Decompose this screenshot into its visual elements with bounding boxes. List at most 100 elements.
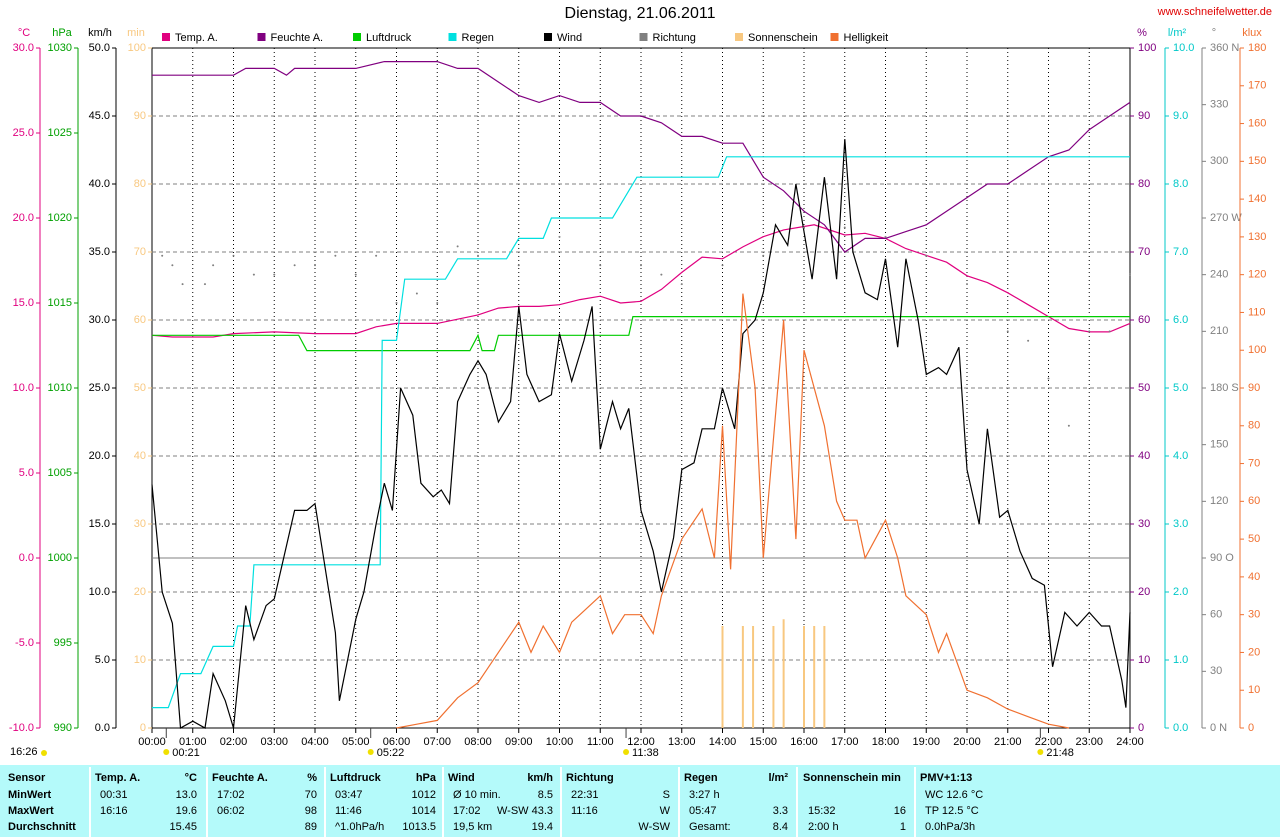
y-tick-label: 100 <box>128 42 146 54</box>
y-tick-label: 270 W <box>1210 212 1242 224</box>
x-tick-label: 21:00 <box>994 736 1022 748</box>
table-cell: ^1.0hPa/h <box>335 821 384 833</box>
y-tick-label: 170 <box>1248 80 1266 92</box>
table-cell: MinWert <box>8 789 52 801</box>
table-cell: 3:27 h <box>689 789 720 801</box>
table-cell: °C <box>185 772 197 784</box>
y-tick-label: 80 <box>134 178 146 190</box>
axis-unit: l/m² <box>1168 27 1187 39</box>
direction-dot <box>232 254 235 257</box>
table-cell: % <box>307 772 317 784</box>
y-tick-label: 10.0 <box>13 382 34 394</box>
direction-dot <box>171 264 174 267</box>
y-tick-label: 1010 <box>48 382 72 394</box>
table-cell: Luftdruck <box>330 772 382 784</box>
series-line <box>152 316 1130 352</box>
y-tick-label: 20 <box>1138 586 1150 598</box>
table-cell: 06:02 <box>217 805 245 817</box>
direction-dot <box>212 264 215 267</box>
y-tick-label: 240 <box>1210 269 1228 281</box>
table-cell: MaxWert <box>8 805 54 817</box>
x-tick-label: 11:00 <box>587 736 614 748</box>
y-tick-label: 300 <box>1210 155 1228 167</box>
legend-label: Luftdruck <box>366 32 412 44</box>
x-tick-label: 06:00 <box>383 736 411 748</box>
y-tick-label: 0 <box>1248 722 1254 734</box>
legend-label: Regen <box>462 32 494 44</box>
y-tick-label: 1000 <box>48 552 72 564</box>
legend-swatch <box>257 33 266 41</box>
y-tick-label: 50 <box>1248 533 1260 545</box>
table-cell: 15:32 <box>808 805 836 817</box>
axis-unit: hPa <box>52 27 72 39</box>
direction-dot <box>354 273 357 276</box>
direction-dot <box>273 273 276 276</box>
table-cell: 8.4 <box>773 821 788 833</box>
y-tick-label: 60 <box>1138 314 1150 326</box>
y-tick-label: 0 <box>1138 722 1144 734</box>
y-tick-label: 10 <box>1248 684 1260 696</box>
table-cell: 3.3 <box>773 805 788 817</box>
legend-label: Sonnenschein <box>748 32 818 44</box>
direction-dot <box>721 264 724 267</box>
y-tick-label: 330 <box>1210 99 1228 111</box>
y-tick-label: 30 <box>1210 665 1222 677</box>
direction-dot <box>660 273 663 276</box>
y-tick-label: 130 <box>1248 231 1266 243</box>
legend-label: Wind <box>557 32 582 44</box>
table-cell: 8.5 <box>538 789 553 801</box>
y-tick-label: 360 N <box>1210 42 1239 54</box>
table-cell: 13.0 <box>176 789 197 801</box>
marker-label: 00:21 <box>172 747 200 759</box>
table-cell: 19,5 km <box>453 821 492 833</box>
direction-dot <box>161 254 164 257</box>
table-cell: W <box>660 805 671 817</box>
table-cell: Sonnenschein min <box>803 772 901 784</box>
y-tick-label: 15.0 <box>89 518 110 530</box>
direction-dot <box>1047 377 1050 380</box>
x-tick-label: 02:00 <box>220 736 248 748</box>
y-tick-label: 6.0 <box>1173 314 1188 326</box>
direction-dot <box>181 283 184 286</box>
y-tick-label: 1.0 <box>1173 654 1188 666</box>
table-cell: 89 <box>305 821 317 833</box>
y-tick-label: 990 <box>54 722 72 734</box>
series-line <box>151 139 1131 729</box>
direction-dot <box>1088 330 1091 333</box>
x-tick-label: 03:00 <box>260 736 288 748</box>
x-tick-label: 16:00 <box>790 736 818 748</box>
table-cell: 03:47 <box>335 789 363 801</box>
y-tick-label: 1020 <box>48 212 72 224</box>
x-tick-label: 22:00 <box>1035 736 1063 748</box>
y-tick-label: 110 <box>1248 306 1266 318</box>
direction-dot <box>558 235 561 238</box>
y-tick-label: 140 <box>1248 193 1266 205</box>
x-tick-label: 17:00 <box>831 736 859 748</box>
table-cell: PMV+1:13 <box>920 772 972 784</box>
x-tick-label: 01:00 <box>179 736 207 748</box>
y-tick-label: 30.0 <box>89 314 110 326</box>
x-tick-label: 14:00 <box>709 736 737 748</box>
table-cell: Durchschnitt <box>8 821 76 833</box>
sun-icon <box>367 749 374 755</box>
table-cell: Gesamt: <box>689 821 731 833</box>
y-tick-label: 1015 <box>48 297 72 309</box>
table-cell: Wind <box>448 772 475 784</box>
direction-dot <box>395 302 398 304</box>
table-cell: WC 12.6 °C <box>925 789 983 801</box>
y-tick-label: 10 <box>134 654 146 666</box>
y-tick-label: 0 N <box>1210 722 1227 734</box>
axis-unit: km/h <box>88 27 112 39</box>
marker-label: 05:22 <box>377 747 405 759</box>
y-tick-label: -10.0 <box>9 722 34 734</box>
table-cell: Feuchte A. <box>212 772 268 784</box>
table-cell: 98 <box>305 805 317 817</box>
x-tick-label: 23:00 <box>1075 736 1103 748</box>
table-cell: 22:31 <box>571 789 599 801</box>
axis-unit: min <box>127 27 145 39</box>
table-cell: 00:31 <box>100 789 128 801</box>
y-tick-label: 0.0 <box>1173 722 1188 734</box>
table-cell: 70 <box>305 789 317 801</box>
y-tick-label: 20 <box>134 586 146 598</box>
table-cell: km/h <box>527 772 553 784</box>
